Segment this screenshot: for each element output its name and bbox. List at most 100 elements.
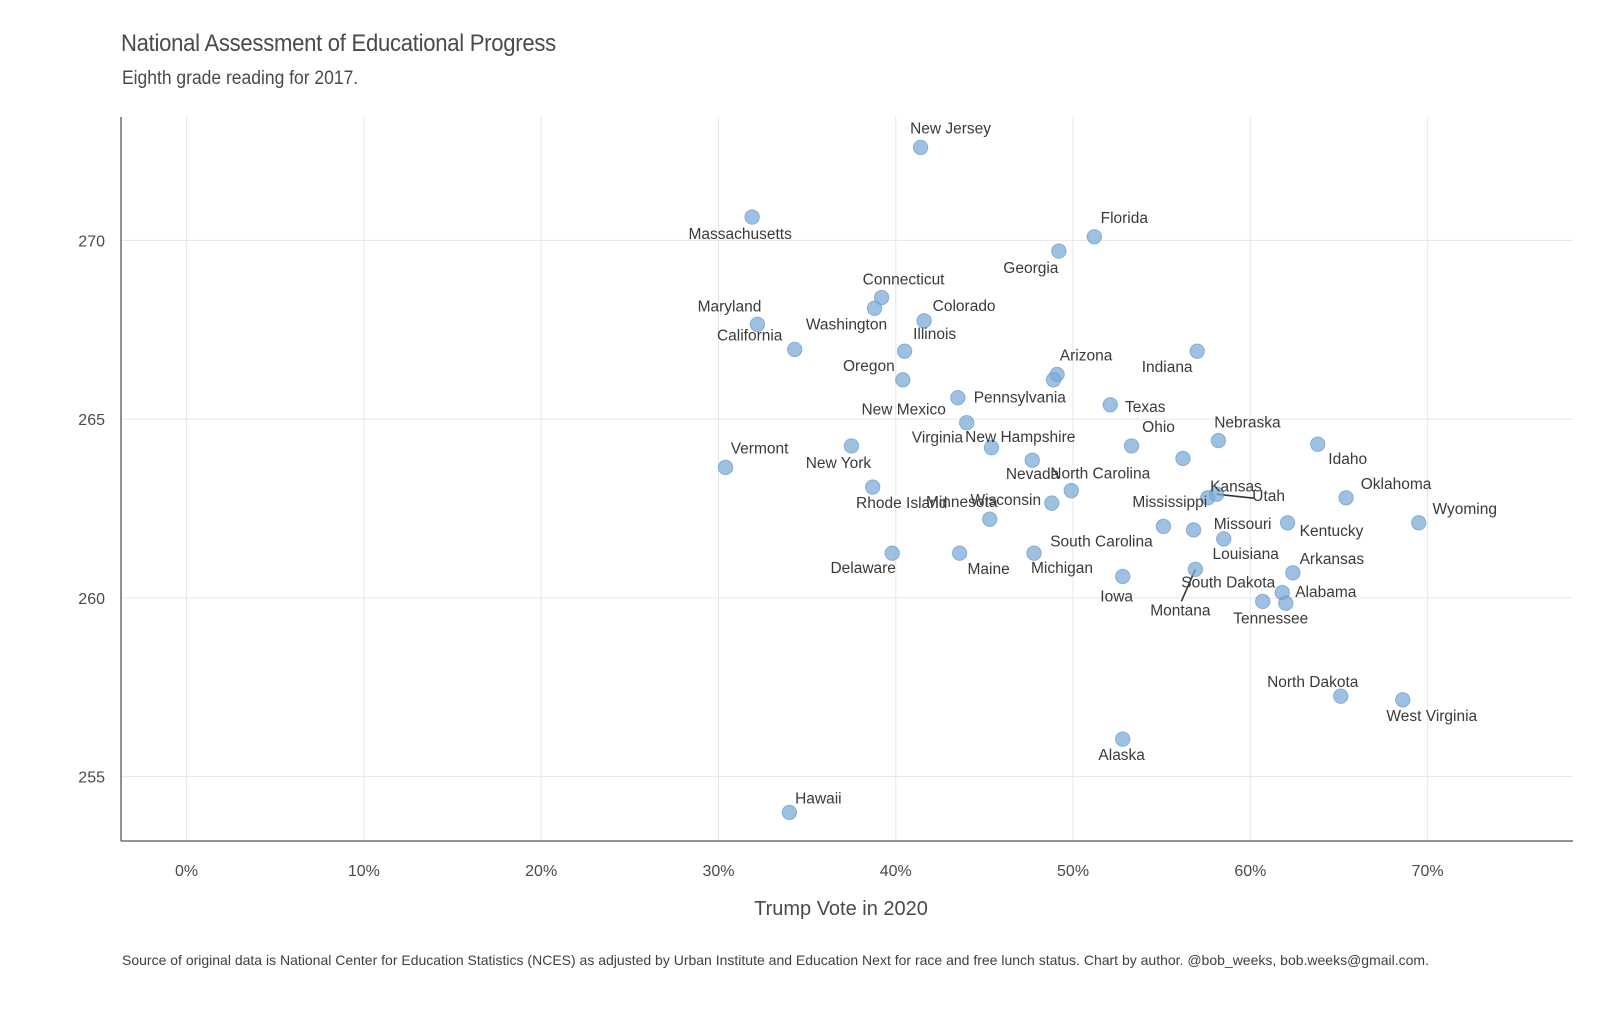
data-point — [1338, 490, 1354, 506]
point-label: Virginia — [912, 430, 964, 447]
data-point — [873, 289, 890, 306]
data-point — [1187, 561, 1204, 577]
data-point — [912, 139, 929, 156]
x-tick-label: 40% — [880, 863, 912, 880]
data-point — [786, 341, 803, 358]
data-point — [1044, 495, 1060, 511]
x-axis-title: Trump Vote in 2020 — [754, 898, 928, 920]
point-label: New Jersey — [910, 120, 991, 137]
point-label: North Carolina — [1050, 466, 1150, 483]
data-point — [896, 343, 913, 359]
point-label: West Virginia — [1386, 708, 1477, 725]
data-point — [951, 545, 968, 561]
data-point — [982, 511, 998, 527]
data-point — [1026, 545, 1042, 561]
point-label: South Carolina — [1050, 533, 1153, 550]
x-tick-label: 0% — [175, 863, 198, 880]
point-label: Oregon — [843, 358, 895, 375]
data-point — [865, 479, 881, 495]
point-label: Illinois — [913, 326, 956, 343]
data-point — [1278, 595, 1294, 611]
x-tick-label: 10% — [348, 863, 380, 880]
point-label: Connecticut — [863, 272, 946, 289]
data-point — [1210, 432, 1227, 449]
data-point — [1102, 397, 1118, 413]
data-point — [1175, 450, 1191, 467]
point-label: Colorado — [933, 298, 996, 315]
data-point — [884, 545, 900, 561]
point-label: Missouri — [1214, 516, 1272, 533]
point-label: Nebraska — [1214, 415, 1281, 432]
point-label: New Mexico — [861, 402, 945, 419]
grid-lines — [121, 117, 1573, 841]
point-label: Maryland — [698, 298, 762, 315]
point-label: Kansas — [1210, 478, 1262, 495]
data-point — [1123, 438, 1140, 454]
point-label: Ohio — [1142, 419, 1175, 436]
data-point — [781, 804, 798, 821]
data-point — [843, 438, 860, 454]
point-label: Alaska — [1098, 747, 1145, 764]
chart-caption: Source of original data is National Cent… — [122, 952, 1429, 968]
x-tick-label: 30% — [702, 863, 734, 880]
data-point — [1185, 522, 1202, 538]
data-point — [895, 372, 911, 388]
data-point — [1114, 568, 1131, 585]
point-label: Hawaii — [795, 790, 842, 807]
data-point — [1216, 531, 1232, 547]
x-tick-label: 60% — [1234, 863, 1266, 880]
point-label: Indiana — [1142, 359, 1193, 376]
y-tick-label: 260 — [78, 591, 105, 608]
point-label: Massachusetts — [688, 226, 792, 243]
point-label: Wyoming — [1433, 501, 1497, 518]
tick-labels: 0% 10% 20% 30% 40% 50% 60% 70% 255 260 265 270 — [78, 233, 1443, 880]
point-label: Nevada — [1006, 466, 1060, 483]
point-label: Delaware — [830, 560, 895, 577]
point-label: Florida — [1101, 210, 1149, 227]
point-label: Michigan — [1031, 560, 1093, 577]
data-point — [1155, 518, 1172, 535]
data-point — [1086, 229, 1103, 245]
point-label: Minnesota — [926, 494, 998, 511]
y-tick-label: 265 — [78, 412, 105, 429]
point-label: New York — [806, 455, 872, 472]
data-point — [1189, 343, 1205, 359]
data-point — [1114, 731, 1131, 747]
point-label: Alabama — [1295, 584, 1357, 601]
axes — [120, 117, 1573, 842]
point-label: North Dakota — [1267, 674, 1359, 691]
point-label: Iowa — [1100, 588, 1133, 605]
y-tick-label: 270 — [78, 233, 105, 250]
data-point — [1285, 565, 1301, 581]
data-point — [983, 440, 1000, 456]
data-point — [866, 300, 883, 316]
data-point — [1411, 515, 1427, 531]
data-point — [1051, 243, 1067, 259]
point-label: Idaho — [1328, 451, 1367, 468]
data-point — [950, 389, 966, 406]
point-label: Vermont — [731, 440, 789, 457]
data-point — [1063, 482, 1079, 499]
y-tick-label: 255 — [78, 770, 105, 787]
point-label: Georgia — [1003, 260, 1059, 277]
data-point — [916, 313, 932, 329]
point-label: Louisiana — [1213, 546, 1280, 563]
data-point — [1395, 692, 1411, 708]
point-label: Pennsylvania — [974, 390, 1067, 407]
point-label: Arkansas — [1300, 551, 1365, 568]
point-label: South Dakota — [1181, 575, 1275, 592]
point-label: Rhode Island — [856, 495, 947, 512]
point-label: Tennessee — [1233, 610, 1308, 627]
point-label: Utah — [1252, 488, 1285, 505]
data-point — [749, 316, 766, 333]
point-label: Montana — [1150, 602, 1211, 619]
data-point — [958, 414, 975, 431]
data-point — [1333, 688, 1349, 704]
data-point — [1255, 593, 1271, 610]
data-point — [1310, 436, 1326, 452]
chart-subtitle: Eighth grade reading for 2017. — [122, 68, 359, 89]
x-tick-label: 20% — [525, 863, 557, 880]
chart-title: National Assessment of Educational Progr… — [121, 30, 556, 57]
point-label: Mississippi — [1132, 494, 1207, 511]
